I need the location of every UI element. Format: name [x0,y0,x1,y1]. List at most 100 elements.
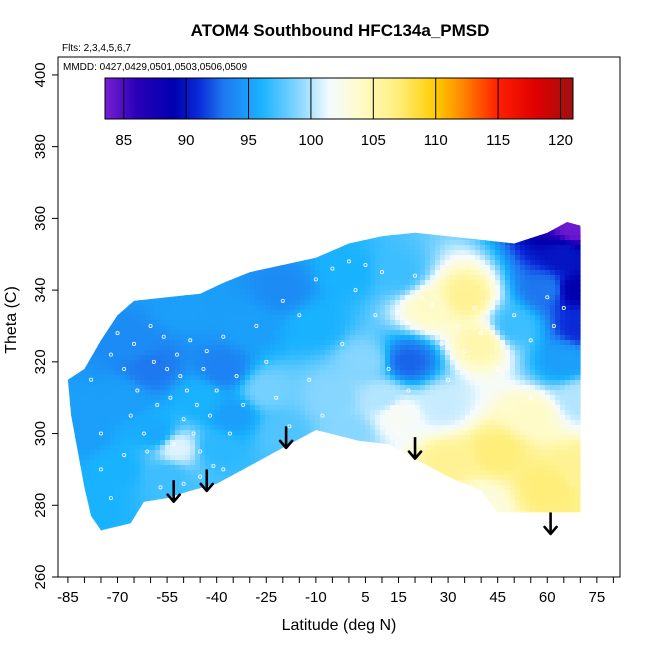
heatmap-cell [210,275,216,281]
heatmap-cell [425,240,431,246]
heatmap-cell [200,380,206,386]
heatmap-cell [120,495,126,501]
heatmap-cell [140,335,146,341]
heatmap-cell [285,325,291,331]
heatmap-cell [385,505,391,511]
heatmap-cell [270,430,276,436]
heatmap-cell [275,510,281,516]
heatmap-cell [300,480,306,486]
heatmap-cell [405,535,411,541]
heatmap-cell [200,222,206,226]
heatmap-cell [330,305,336,311]
heatmap-cell [300,530,306,531]
heatmap-cell [260,505,266,511]
heatmap-cell [120,410,126,416]
heatmap-cell [335,300,341,306]
heatmap-cell [325,375,331,381]
heatmap-cell [350,490,356,496]
heatmap-cell [390,400,396,406]
heatmap-cell [60,525,66,531]
heatmap-cell [255,475,261,481]
heatmap-cell [330,215,336,221]
heatmap-cell [195,395,201,401]
heatmap-cell [260,420,266,426]
heatmap-cell [300,325,306,331]
heatmap-cell [375,405,381,411]
heatmap-cell [320,525,326,531]
heatmap-cell [420,500,426,506]
heatmap-cell [280,375,286,381]
heatmap-cell [190,445,196,451]
heatmap-cell [380,385,386,391]
heatmap-cell [210,260,216,266]
heatmap-cell [85,440,91,446]
heatmap-cell [385,230,391,236]
heatmap-cell [265,245,271,251]
heatmap-cell [150,310,156,316]
heatmap-cell [245,375,251,381]
heatmap-cell [190,390,196,396]
heatmap-cell [275,260,281,266]
heatmap-cell [250,380,256,386]
heatmap-cell [335,515,341,521]
heatmap-cell [165,335,171,341]
heatmap-cell [295,465,301,471]
heatmap-cell [75,460,81,466]
heatmap-cell [90,375,96,381]
heatmap-cell [105,260,111,266]
heatmap-cell [195,265,201,271]
heatmap-cell [210,505,216,511]
heatmap-cell [195,290,201,296]
heatmap-cell [245,250,251,256]
heatmap-cell [375,210,381,216]
heatmap-cell [335,315,341,321]
heatmap-cell [100,490,106,496]
heatmap-cell [215,340,221,346]
heatmap-cell [185,475,191,481]
heatmap-cell [310,400,316,406]
heatmap-cell [330,295,336,301]
heatmap-cell [180,485,186,491]
heatmap-cell [100,340,106,346]
heatmap-cell [67,340,71,346]
heatmap-cell [95,235,101,241]
heatmap-cell [390,240,396,246]
heatmap-cell [280,222,286,226]
heatmap-cell [250,410,256,416]
heatmap-cell [165,295,171,301]
heatmap-cell [255,225,261,231]
heatmap-cell [170,255,176,261]
heatmap-cell [75,475,81,481]
heatmap-cell [240,370,246,376]
heatmap-cell [135,355,141,361]
heatmap-cell [340,495,346,501]
heatmap-cell [315,215,321,221]
heatmap-cell [415,365,421,371]
heatmap-cell [255,480,261,486]
heatmap-cell [175,320,181,326]
heatmap-cell [295,440,301,446]
heatmap-cell [365,405,371,411]
heatmap-cell [140,435,146,441]
heatmap-cell [160,320,166,326]
heatmap-cell [205,440,211,446]
heatmap-cell [295,222,301,226]
heatmap-cell [385,400,391,406]
heatmap-cell [285,480,291,486]
heatmap-cell [300,200,306,206]
heatmap-cell [260,495,266,501]
heatmap-cell [405,505,411,511]
heatmap-cell [150,475,156,481]
heatmap-cell [235,350,241,356]
heatmap-cell [415,495,421,501]
heatmap-cell [280,470,286,476]
heatmap-cell [265,485,271,491]
heatmap-cell [410,355,416,361]
heatmap-cell [100,395,106,401]
heatmap-cell [375,222,381,226]
heatmap-cell [100,345,106,351]
heatmap-cell [185,350,191,356]
heatmap-cell [335,335,341,341]
heatmap-cell [230,240,236,246]
heatmap-cell [380,310,386,316]
